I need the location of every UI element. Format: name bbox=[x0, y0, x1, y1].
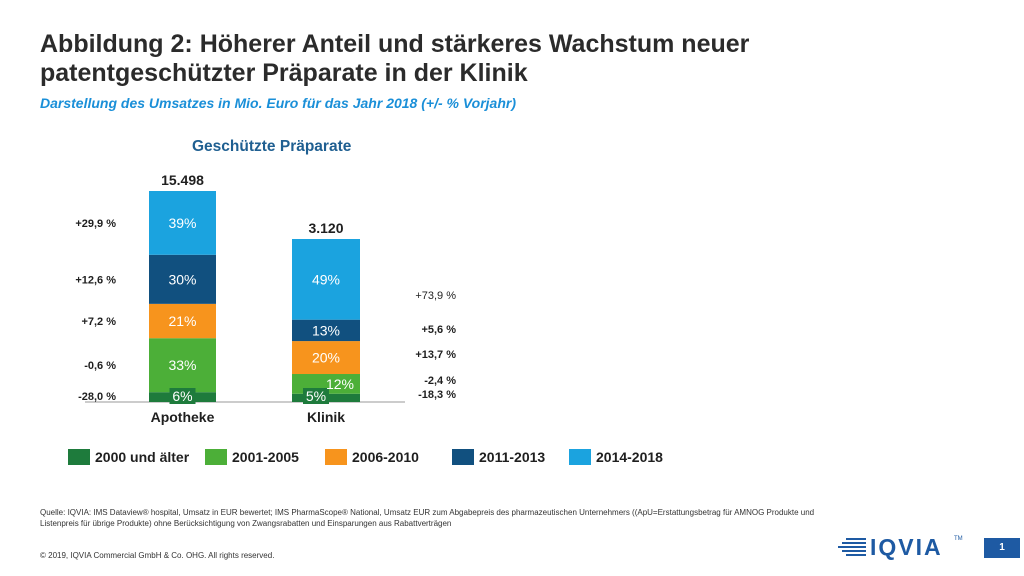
growth-label-klinik-0: -18,3 % bbox=[418, 389, 456, 401]
bar-klinik-2014-2018 bbox=[292, 239, 360, 320]
legend-label-2001: 2001-2005 bbox=[232, 449, 299, 465]
bar-label-klinik-0: 5% bbox=[306, 388, 326, 404]
growth-label-apotheke-2: +7,2 % bbox=[81, 316, 116, 328]
bar-label-apotheke-4: 39% bbox=[168, 215, 196, 231]
bar-apotheke-2006-2010 bbox=[149, 303, 216, 339]
legend-label-2006: 2006-2010 bbox=[352, 449, 419, 465]
bar-label-klinik-4: 49% bbox=[312, 271, 340, 287]
bar-label-box-klinik-oldest bbox=[303, 388, 329, 404]
bar-label-klinik-1: 12% bbox=[326, 376, 354, 392]
logo-trademark: TM bbox=[954, 536, 963, 542]
growth-label-klinik-2: +13,7 % bbox=[415, 349, 456, 361]
bar-label-apotheke-2: 21% bbox=[168, 313, 196, 329]
growth-label-klinik-1: -2,4 % bbox=[424, 375, 456, 387]
legend-label-2000: 2000 und älter bbox=[95, 449, 190, 465]
legend-label-2014: 2014-2018 bbox=[596, 449, 663, 465]
page-title: Abbildung 2: Höherer Anteil und stärkere… bbox=[40, 30, 940, 88]
chart-title: Geschützte Präparate bbox=[192, 138, 352, 155]
legend-swatch-2006 bbox=[325, 449, 347, 465]
legend-swatch-2000 bbox=[68, 449, 90, 465]
category-label-apotheke: Apotheke bbox=[151, 409, 215, 425]
legend-swatch-2011 bbox=[452, 449, 474, 465]
growth-label-apotheke-4: +29,9 % bbox=[75, 218, 116, 230]
page-subtitle: Darstellung des Umsatzes in Mio. Euro fü… bbox=[40, 95, 516, 111]
source-footnote: Quelle: IQVIA: IMS Dataview® hospital, U… bbox=[40, 508, 815, 528]
bar-klinik-2006-2010 bbox=[292, 341, 360, 375]
page-number: 1 bbox=[984, 538, 1020, 558]
bar-label-box-apotheke-oldest bbox=[169, 388, 196, 404]
page-title-line-1: Abbildung 2: Höherer Anteil und stärkere… bbox=[40, 30, 750, 58]
bar-apotheke-2011-2013 bbox=[149, 254, 216, 304]
growth-label-apotheke-3: +12,6 % bbox=[75, 274, 116, 286]
bar-label-klinik-2: 20% bbox=[312, 350, 340, 366]
logo-stripes-icon bbox=[838, 538, 866, 556]
iqvia-logo: IQVIA TM bbox=[838, 534, 963, 560]
copyright-notice: © 2019, IQVIA Commercial GmbH & Co. OHG.… bbox=[40, 551, 275, 560]
legend-label-2011: 2011-2013 bbox=[479, 449, 546, 465]
bar-label-apotheke-3: 30% bbox=[168, 271, 196, 287]
bar-label-klinik-3: 13% bbox=[312, 322, 340, 338]
growth-label-klinik-4: +73,9 % bbox=[415, 290, 456, 302]
growth-label-apotheke-1: -0,6 % bbox=[84, 360, 116, 372]
bar-apotheke-2001-2005 bbox=[149, 338, 216, 393]
bar-apotheke-2014-2018 bbox=[149, 191, 216, 255]
category-label-klinik: Klinik bbox=[307, 409, 345, 425]
logo-text: IQVIA bbox=[870, 534, 943, 560]
legend-swatch-2001 bbox=[205, 449, 227, 465]
bar-total-apotheke: 15.498 bbox=[161, 172, 204, 188]
legend-swatch-2014 bbox=[569, 449, 591, 465]
growth-label-klinik-3: +5,6 % bbox=[421, 324, 456, 336]
growth-label-apotheke-0: -28,0 % bbox=[78, 391, 116, 403]
bar-label-apotheke-1: 33% bbox=[168, 357, 196, 373]
page-title-line-2: patentgeschützter Präparate in der Klini… bbox=[40, 59, 528, 87]
bar-total-klinik: 3.120 bbox=[308, 220, 343, 236]
bar-label-apotheke-0: 6% bbox=[172, 388, 192, 404]
bar-klinik-2011-2013 bbox=[292, 319, 360, 342]
